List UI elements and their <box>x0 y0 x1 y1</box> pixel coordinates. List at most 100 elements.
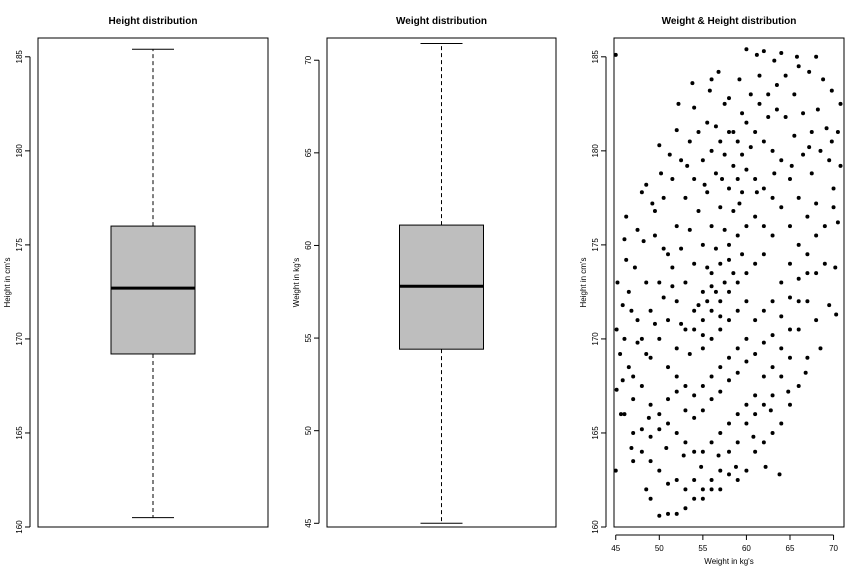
scatter-point <box>783 114 788 119</box>
scatter-point <box>737 77 742 82</box>
scatter-point <box>674 389 679 394</box>
scatter-point <box>692 327 697 332</box>
scatter-point <box>648 434 653 439</box>
scatter-point <box>792 133 797 138</box>
scatter-point <box>735 280 740 285</box>
scatter-point <box>648 402 653 407</box>
scatter-point <box>794 54 799 59</box>
scatter-point <box>709 148 714 153</box>
chart3-frame <box>613 37 845 528</box>
scatter-point <box>814 233 819 238</box>
scatter-point <box>635 318 640 323</box>
scatter-point <box>709 224 714 229</box>
chart1-y-tick-label: 170 <box>15 332 24 346</box>
scatter-point <box>761 139 766 144</box>
scatter-point <box>807 145 812 150</box>
scatter-point <box>727 472 731 477</box>
scatter-point <box>753 130 758 135</box>
scatter-point <box>805 271 810 276</box>
scatter-point <box>727 378 731 383</box>
scatter-point <box>753 393 758 398</box>
scatter-point <box>644 351 649 356</box>
scatter-point <box>753 214 758 219</box>
scatter-point <box>824 126 829 131</box>
scatter-point <box>718 365 723 370</box>
scatter-point <box>814 54 819 59</box>
scatter-point <box>659 171 664 176</box>
scatter-point <box>618 351 623 356</box>
scatter-point <box>692 415 697 420</box>
scatter-point <box>648 459 653 464</box>
scatter-point <box>822 224 827 229</box>
chart2-y-tick-label: 50 <box>304 426 313 435</box>
chart2-y-tick-label: 55 <box>304 333 313 342</box>
scatter-point <box>766 92 771 97</box>
chart3-y-tick-label: 170 <box>591 332 600 346</box>
scatter-point <box>779 374 784 379</box>
scatter-point <box>687 351 692 356</box>
chart2-title: Weight distribution <box>396 16 487 27</box>
scatter-point <box>718 261 723 266</box>
scatter-point <box>620 303 625 308</box>
scatter-point <box>770 365 775 370</box>
scatter-point <box>631 459 636 464</box>
scatter-point <box>639 449 644 454</box>
scatter-point <box>657 427 662 432</box>
chart1-y-tick-label: 175 <box>15 238 24 252</box>
chart2-y-tick-label: 65 <box>304 148 313 157</box>
scatter-point <box>748 92 753 97</box>
scatter-point <box>779 421 784 426</box>
chart1-box <box>110 225 196 355</box>
scatter-point <box>803 370 808 375</box>
scatter-point <box>727 96 731 101</box>
scatter-point <box>744 120 749 125</box>
scatter-point <box>744 299 749 304</box>
chart1-y-axis-label: Height in cm's <box>3 258 12 308</box>
scatter-point <box>761 224 766 229</box>
scatter-point <box>646 415 651 420</box>
scatter-point <box>805 214 810 219</box>
scatter-point <box>748 145 753 150</box>
scatter-point <box>761 340 766 345</box>
scatter-point <box>692 177 697 182</box>
scatter-point <box>796 276 801 281</box>
scatter-point <box>718 468 723 473</box>
scatter-point <box>639 190 644 195</box>
scatter-point <box>796 64 801 69</box>
scatter-point <box>740 190 745 195</box>
scatter-point <box>652 233 657 238</box>
scatter-point <box>676 101 681 106</box>
scatter-point <box>713 124 718 129</box>
scatter-point <box>666 252 671 257</box>
chart1-y-tick-label: 160 <box>15 520 24 534</box>
scatter-point <box>648 308 653 313</box>
scatter-point <box>727 421 731 426</box>
scatter-point <box>779 314 784 319</box>
scatter-point <box>632 265 637 270</box>
scatter-point <box>735 477 740 482</box>
scatter-point <box>772 58 777 63</box>
scatter-point <box>674 477 679 482</box>
scatter-point <box>692 308 697 313</box>
scatter-point <box>718 299 723 304</box>
scatter-point <box>761 252 766 257</box>
scatter-point <box>700 333 705 338</box>
scatter-point <box>761 374 766 379</box>
scatter-point <box>829 88 834 93</box>
scatter-point <box>735 346 740 351</box>
scatter-point <box>622 237 627 242</box>
scatter-point <box>796 299 801 304</box>
scatter-point <box>692 105 697 110</box>
scatter-point <box>744 402 749 407</box>
scatter-point <box>744 421 749 426</box>
scatter-point <box>827 158 832 163</box>
scatter-point <box>722 280 727 285</box>
scatter-point <box>670 284 675 289</box>
scatter-point <box>753 449 758 454</box>
scatter-point <box>744 224 749 229</box>
scatter-point <box>696 303 701 308</box>
scatter-point <box>754 52 759 57</box>
scatter-point <box>709 77 714 82</box>
scatter-point <box>822 261 827 266</box>
scatter-point <box>661 195 666 200</box>
